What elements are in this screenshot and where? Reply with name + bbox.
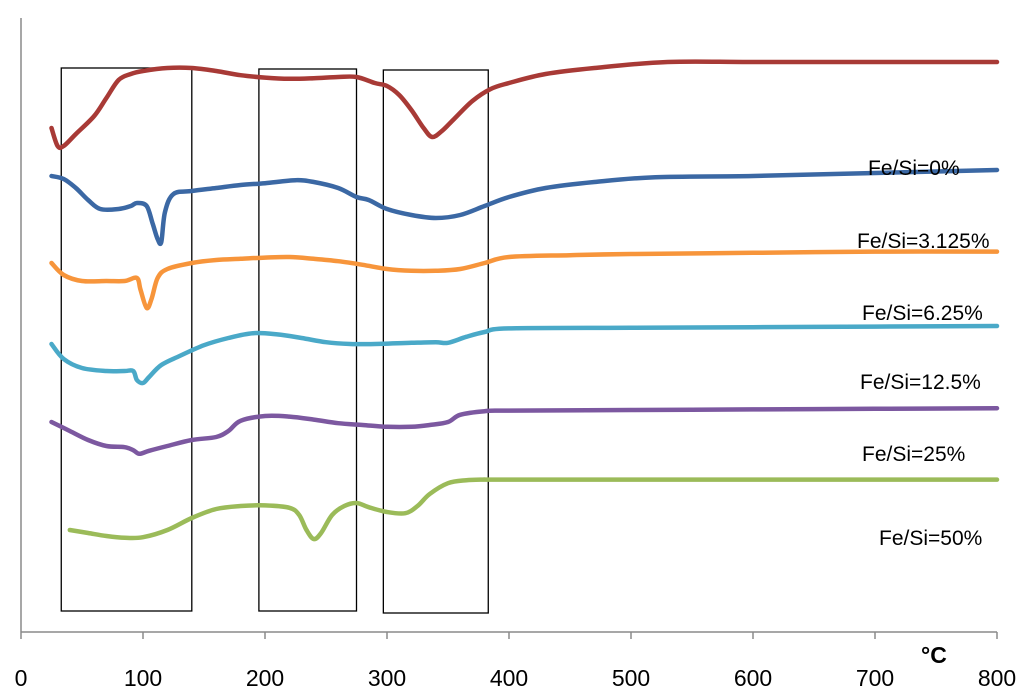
highlight-box — [60, 67, 193, 612]
series-lines — [49, 59, 1000, 542]
series-line — [67, 477, 1000, 542]
x-axis-unit-label: °C — [921, 642, 947, 668]
series-label: Fe/Si=50% — [879, 527, 982, 550]
x-axis-ticks: 0 100 200 300 400 500 600 700 800 — [15, 632, 1016, 691]
x-tick-label: 0 — [15, 665, 28, 691]
series-label: Fe/Si=0% — [868, 157, 960, 180]
highlight-box — [258, 68, 358, 612]
x-tick-label: 500 — [612, 665, 650, 691]
series-label: Fe/Si=25% — [862, 443, 965, 466]
x-tick-label: 300 — [368, 665, 406, 691]
x-tick-label: 700 — [856, 665, 894, 691]
x-tick-label: 800 — [978, 665, 1016, 691]
highlight-boxes — [60, 67, 489, 614]
series-line — [49, 59, 1000, 151]
series-line — [49, 405, 1000, 457]
series-label: Fe/Si=12.5% — [860, 371, 981, 394]
x-tick-label: 400 — [490, 665, 528, 691]
highlight-box — [382, 69, 489, 614]
series-line — [49, 323, 1000, 386]
x-tick-label: 100 — [124, 665, 162, 691]
series-line — [49, 249, 1000, 311]
x-tick-label: 600 — [734, 665, 772, 691]
series-labels: Fe/Si=0% Fe/Si=3.125% Fe/Si=6.25% Fe/Si=12.… — [857, 157, 990, 550]
x-tick-label: 200 — [246, 665, 284, 691]
series-label: Fe/Si=3.125% — [857, 230, 990, 253]
series-label: Fe/Si=6.25% — [862, 302, 983, 325]
series-line — [49, 167, 1000, 247]
